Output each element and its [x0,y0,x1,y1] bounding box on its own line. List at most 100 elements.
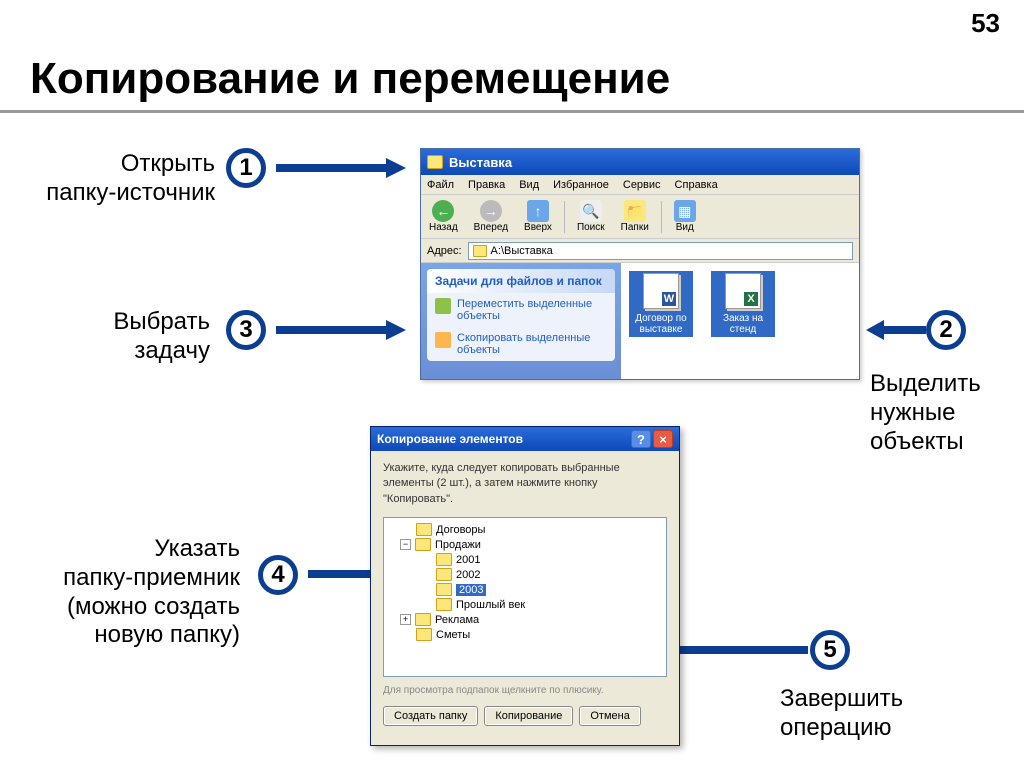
tree-label: Продажи [435,539,481,551]
dialog-titlebar[interactable]: Копирование элементов ? × [371,427,679,451]
tasks-panel: Задачи для файлов и папок Переместить вы… [421,263,621,379]
folder-icon [436,598,452,611]
tb-folders-button[interactable]: 📁 Папки [617,198,653,235]
callout-5-circle: 5 [810,630,850,670]
tb-forward-label: Вперед [474,222,508,233]
tb-search-label: Поиск [577,222,605,233]
callout-5-text: Завершить операцию [780,685,940,743]
dialog-instruction: Укажите, куда следует копировать выбранн… [383,461,667,507]
tb-view-label: Вид [676,222,694,233]
callout-1-line1: Открыть [121,150,215,177]
callout-4-line3: (можно создать [67,593,240,620]
search-icon: 🔍 [580,200,602,222]
tasks-header[interactable]: Задачи для файлов и папок [427,269,615,293]
title-underline [0,110,1024,113]
address-label: Адрес: [427,245,462,257]
tb-back-label: Назад [429,222,458,233]
callout-2-line2: нужные [870,399,955,426]
files-area[interactable]: Договор по выставке Заказ на стенд [621,263,859,379]
menu-tools[interactable]: Сервис [623,179,661,191]
task-move[interactable]: Переместить выделенные объекты [427,293,615,327]
tree-row[interactable]: Договоры [388,522,662,537]
folder-icon [416,523,432,536]
tree-row[interactable]: +Реклама [388,612,662,627]
explorer-toolbar: ← Назад → Вперед ↑ Вверх 🔍 Поиск 📁 Папки… [421,195,859,239]
callout-1-text: Открыть папку-источник [40,150,215,208]
callout-1-circle: 1 [226,148,266,188]
callout-3-line1: Выбрать [113,308,210,335]
tree-row[interactable]: 2002 [388,567,662,582]
help-button[interactable]: ? [631,430,651,448]
callout-4-line1: Указать [154,535,240,562]
explorer-title: Выставка [449,155,512,170]
cancel-button[interactable]: Отмена [579,706,640,726]
tree-label: Сметы [436,629,470,641]
task-move-label: Переместить выделенные объекты [457,298,607,322]
tb-folders-label: Папки [621,222,649,233]
tasks-box: Задачи для файлов и папок Переместить вы… [427,269,615,361]
tb-up-button[interactable]: ↑ Вверх [520,198,556,235]
copy-dialog: Копирование элементов ? × Укажите, куда … [370,426,680,746]
menu-file[interactable]: Файл [427,179,454,191]
close-button[interactable]: × [653,430,673,448]
file-item-1[interactable]: Договор по выставке [629,271,693,337]
explorer-menubar: Файл Правка Вид Избранное Сервис Справка [421,175,859,195]
menu-favorites[interactable]: Избранное [553,179,609,191]
tree-row-selected[interactable]: 2003 [388,582,662,597]
file-item-2[interactable]: Заказ на стенд [711,271,775,337]
tb-up-label: Вверх [524,222,552,233]
back-icon: ← [432,200,454,222]
arrow-2 [866,320,926,350]
callout-2-circle: 2 [926,310,966,350]
expand-icon[interactable]: + [400,614,411,625]
folder-icon [427,155,443,169]
dialog-title: Копирование элементов [377,432,523,446]
move-icon [435,298,451,314]
explorer-window: Выставка Файл Правка Вид Избранное Серви… [420,148,860,380]
folder-icon [415,538,431,551]
callout-2-line3: объекты [870,428,964,455]
file-1-label: Договор по выставке [631,313,691,335]
dialog-body: Укажите, куда следует копировать выбранн… [371,451,679,734]
tree-row[interactable]: Сметы [388,627,662,642]
view-icon: ▦ [674,200,696,222]
page-title: Копирование и перемещение [30,54,670,104]
folder-icon [416,628,432,641]
callout-4-circle: 4 [258,555,298,595]
callout-5-line1: Завершить [780,685,903,712]
tree-label: Прошлый век [456,599,525,611]
callout-1-line2: папку-источник [46,179,215,206]
tree-label: 2003 [456,584,486,596]
tb-search-button[interactable]: 🔍 Поиск [573,198,609,235]
tree-label: 2002 [456,569,480,581]
callout-2-line1: Выделить [870,370,981,397]
tree-label: 2001 [456,554,480,566]
folder-tree[interactable]: Договоры − Продажи 2001 2002 2003 Прошлый… [383,517,667,677]
tb-forward-button[interactable]: → Вперед [470,198,512,235]
callout-5-line2: операцию [780,714,892,741]
menu-view[interactable]: Вид [519,179,539,191]
word-icon [643,273,679,309]
task-copy[interactable]: Скопировать выделенные объекты [427,327,615,361]
folder-icon [415,613,431,626]
tree-row[interactable]: Прошлый век [388,597,662,612]
tb-back-button[interactable]: ← Назад [425,198,462,235]
folders-icon: 📁 [624,200,646,222]
tree-row[interactable]: 2001 [388,552,662,567]
page-number: 53 [971,8,1000,39]
menu-help[interactable]: Справка [675,179,718,191]
collapse-icon[interactable]: − [400,539,411,550]
dialog-hint: Для просмотра подпапок щелкните по плюси… [383,685,667,696]
address-field[interactable]: A:\Выставка [468,242,853,260]
menu-edit[interactable]: Правка [468,179,505,191]
copy-button[interactable]: Копирование [484,706,573,726]
tree-row[interactable]: − Продажи [388,537,662,552]
up-icon: ↑ [527,200,549,222]
file-2-label: Заказ на стенд [713,313,773,335]
arrow-1 [276,158,406,188]
tb-view-button[interactable]: ▦ Вид [670,198,700,235]
tree-label: Договоры [436,524,485,536]
callout-4-line2: папку-приемник [63,564,240,591]
explorer-titlebar[interactable]: Выставка [421,149,859,175]
new-folder-button[interactable]: Создать папку [383,706,478,726]
